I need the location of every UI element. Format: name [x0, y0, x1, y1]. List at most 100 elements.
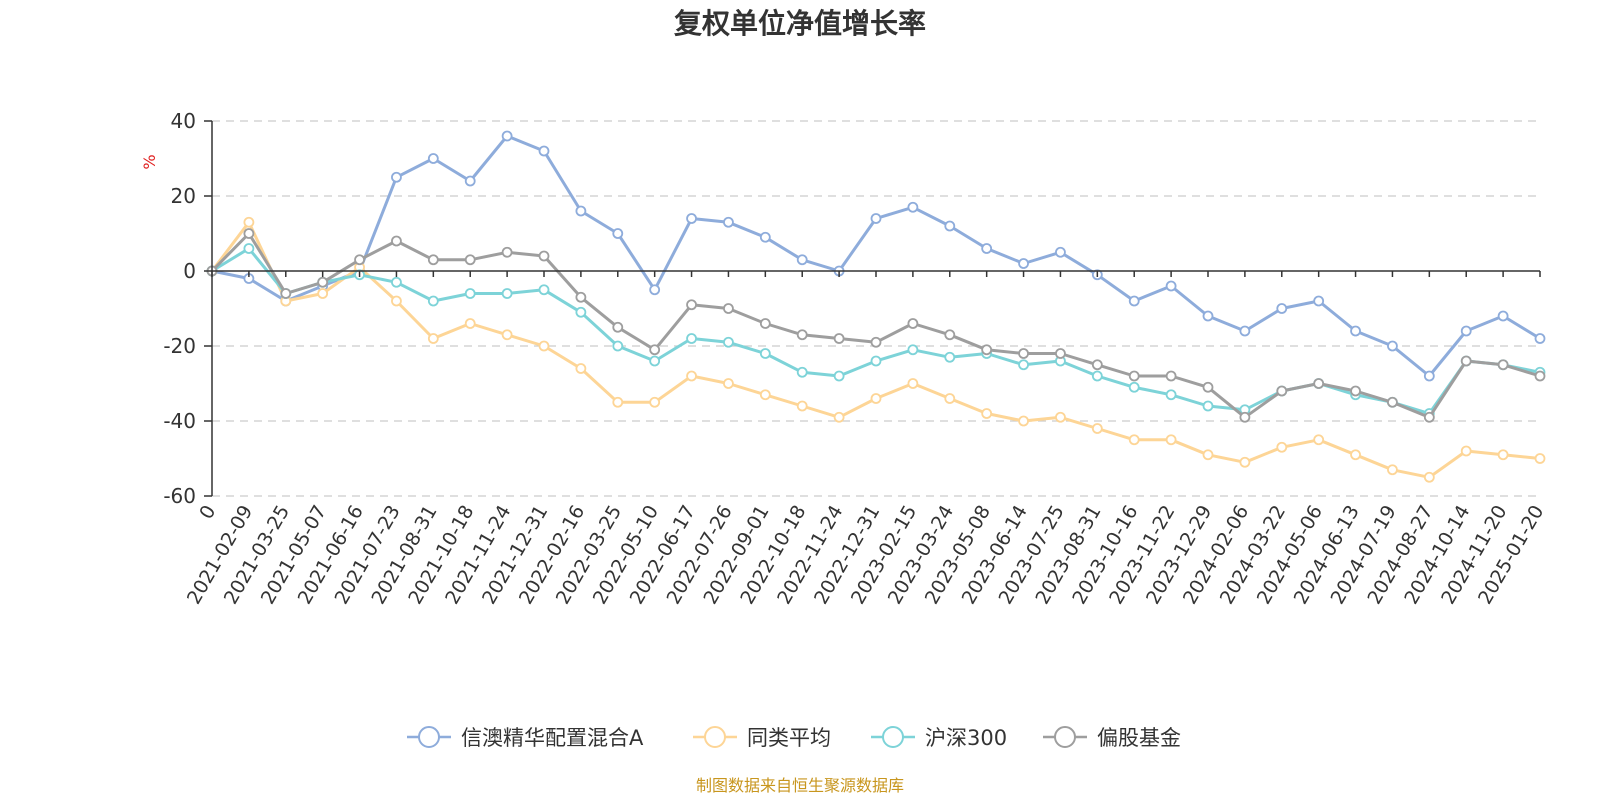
- data-point: [1276, 303, 1288, 314]
- data-point: [981, 243, 993, 254]
- data-point: [575, 306, 587, 318]
- data-point: [944, 220, 956, 232]
- data-point: [870, 393, 882, 404]
- legend-marker-icon: [1054, 726, 1076, 748]
- legend-item-3[interactable]: 偏股基金: [1043, 726, 1181, 750]
- data-point: [1534, 333, 1546, 344]
- data-point: [612, 340, 624, 352]
- y-tick-label: 20: [171, 184, 196, 208]
- legend-marker-icon: [704, 726, 726, 748]
- legend-label: 同类平均: [747, 726, 831, 750]
- data-point: [1239, 325, 1251, 337]
- data-point: [1055, 246, 1066, 258]
- data-point: [759, 318, 771, 329]
- data-point: [1018, 348, 1029, 359]
- data-point: [1165, 434, 1177, 446]
- data-point: [759, 389, 771, 401]
- legend-item-1[interactable]: 同类平均: [693, 726, 831, 750]
- data-point: [1091, 359, 1103, 371]
- data-point: [575, 205, 587, 217]
- data-point: [686, 370, 697, 382]
- data-point: [1202, 400, 1214, 412]
- data-point: [1055, 411, 1066, 423]
- data-point: [538, 284, 550, 296]
- data-point: [907, 201, 919, 213]
- data-point: [649, 355, 661, 367]
- data-point: [1239, 456, 1251, 468]
- series-3: [206, 228, 1546, 423]
- data-point: [612, 396, 624, 408]
- data-point: [427, 254, 439, 266]
- data-point: [391, 276, 402, 288]
- data-point: [870, 355, 882, 367]
- data-point: [907, 344, 919, 356]
- legend-marker-icon: [882, 726, 904, 748]
- data-point: [944, 329, 956, 341]
- data-point: [796, 329, 808, 341]
- data-point: [1387, 340, 1398, 352]
- data-point: [1239, 411, 1251, 423]
- data-point: [464, 254, 476, 266]
- y-axis-unit-label: %: [140, 154, 159, 169]
- data-point: [575, 291, 587, 303]
- x-tick-labels: 02021-02-092021-03-252021-05-072021-06-1…: [183, 501, 1548, 608]
- data-point: [1165, 280, 1177, 292]
- data-point: [575, 363, 587, 374]
- data-point: [427, 153, 439, 164]
- data-point: [796, 400, 808, 412]
- data-point: [686, 333, 697, 344]
- y-tick-label: 40: [171, 109, 196, 133]
- data-point: [944, 351, 956, 363]
- data-point: [427, 333, 439, 344]
- data-point: [833, 411, 845, 423]
- data-point: [243, 228, 255, 239]
- chart-title: 复权单位净值增长率: [674, 7, 926, 40]
- data-point: [1423, 370, 1435, 382]
- data-point: [723, 336, 734, 348]
- x-tick-label: 0: [195, 502, 220, 523]
- data-point: [944, 393, 956, 404]
- data-point: [1460, 355, 1472, 367]
- data-point: [1018, 258, 1029, 269]
- data-point: [1128, 370, 1140, 382]
- data-point: [427, 295, 439, 307]
- data-point: [686, 299, 697, 311]
- data-point: [391, 235, 402, 247]
- data-point: [1202, 449, 1214, 461]
- y-tick-label: 0: [183, 259, 196, 283]
- data-point: [1091, 423, 1103, 434]
- y-tick-label: -60: [163, 484, 196, 508]
- data-point: [1202, 310, 1214, 322]
- data-point: [538, 250, 550, 262]
- data-point: [759, 231, 771, 243]
- data-point: [317, 276, 329, 288]
- data-point: [1313, 295, 1325, 307]
- data-point: [649, 344, 661, 356]
- data-point: [833, 370, 845, 382]
- data-point: [1276, 385, 1288, 397]
- data-point: [1350, 325, 1361, 337]
- data-point: [1313, 378, 1325, 389]
- data-point: [649, 284, 661, 296]
- data-point: [1423, 471, 1435, 483]
- legend-item-2[interactable]: 沪深300: [871, 726, 1007, 750]
- data-point: [723, 378, 734, 389]
- data-point: [1534, 453, 1546, 464]
- legend-label: 沪深300: [925, 726, 1007, 750]
- axis-layer: [211, 121, 1541, 496]
- data-point: [870, 213, 882, 224]
- legend-marker-icon: [418, 726, 440, 748]
- legend-item-0[interactable]: 信澳精华配置混合A: [407, 726, 644, 750]
- legend-label: 信澳精华配置混合A: [461, 726, 644, 750]
- data-point: [1387, 464, 1398, 476]
- legend: 信澳精华配置混合A 同类平均 沪深300 偏股基金: [407, 726, 1181, 750]
- series-layer: [206, 130, 1546, 483]
- data-point: [354, 254, 365, 266]
- data-point: [391, 295, 402, 307]
- data-point: [1055, 348, 1066, 359]
- data-point: [1276, 441, 1288, 453]
- data-point: [723, 216, 734, 228]
- data-point: [1534, 370, 1546, 382]
- data-point: [1018, 359, 1029, 371]
- data-point: [1350, 385, 1361, 397]
